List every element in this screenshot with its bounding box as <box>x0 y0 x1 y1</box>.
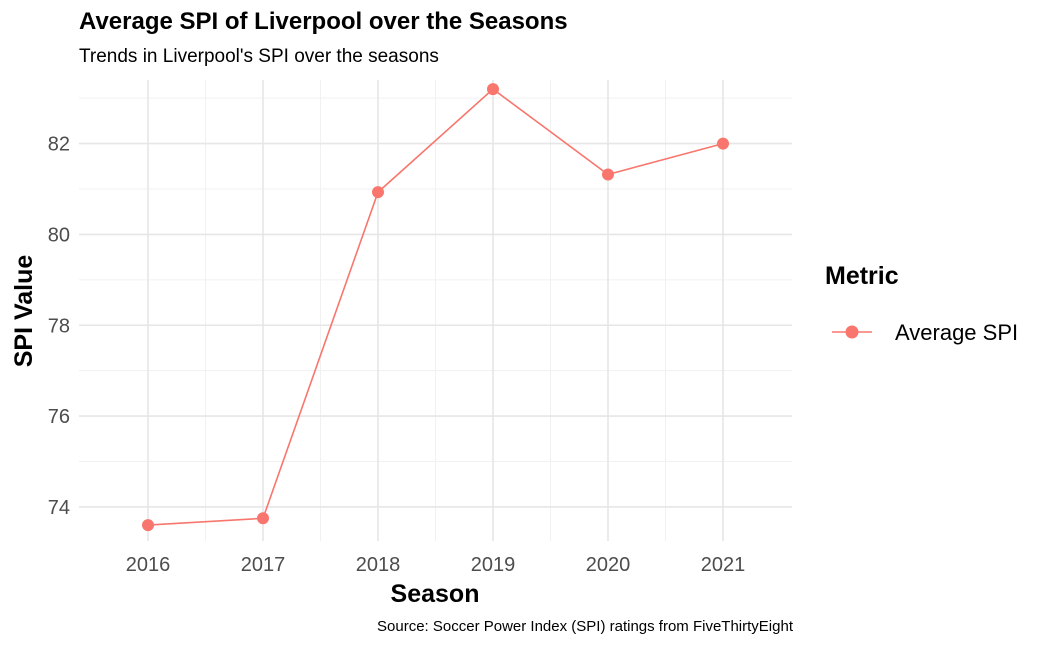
grid-lines <box>79 80 792 541</box>
legend-title: Metric <box>825 262 899 290</box>
series-average-spi <box>142 83 729 532</box>
data-point <box>257 512 269 525</box>
series-line <box>147 88 724 526</box>
y-tick-label: 82 <box>48 134 70 156</box>
data-point <box>717 137 729 150</box>
chart-subtitle: Trends in Liverpool's SPI over the seaso… <box>79 46 439 67</box>
y-axis-title: SPI Value <box>10 255 38 368</box>
x-tick-label: 2019 <box>471 554 516 576</box>
data-point <box>487 83 499 96</box>
y-tick-label: 74 <box>48 497 70 519</box>
x-axis-ticks: 2016 2017 2018 2019 2020 2021 <box>126 554 746 576</box>
x-tick-label: 2018 <box>356 554 401 576</box>
y-axis-ticks: 74 76 78 80 82 <box>48 134 70 519</box>
chart-title: Average SPI of Liverpool over the Season… <box>79 8 568 35</box>
x-tick-label: 2020 <box>586 554 631 576</box>
x-tick-label: 2017 <box>241 554 286 576</box>
x-tick-label: 2016 <box>126 554 171 576</box>
data-point <box>142 519 154 532</box>
legend-key-average-spi <box>832 325 872 339</box>
y-tick-label: 80 <box>48 224 70 246</box>
legend-label-average-spi: Average SPI <box>895 320 1019 345</box>
chart-caption: Source: Soccer Power Index (SPI) ratings… <box>377 618 793 635</box>
data-point <box>372 186 384 199</box>
y-tick-label: 76 <box>48 406 70 428</box>
x-axis-title: Season <box>391 580 480 608</box>
legend-key-point <box>845 325 859 339</box>
y-tick-label: 78 <box>48 315 70 337</box>
x-tick-label: 2021 <box>701 554 746 576</box>
data-point <box>602 168 614 181</box>
